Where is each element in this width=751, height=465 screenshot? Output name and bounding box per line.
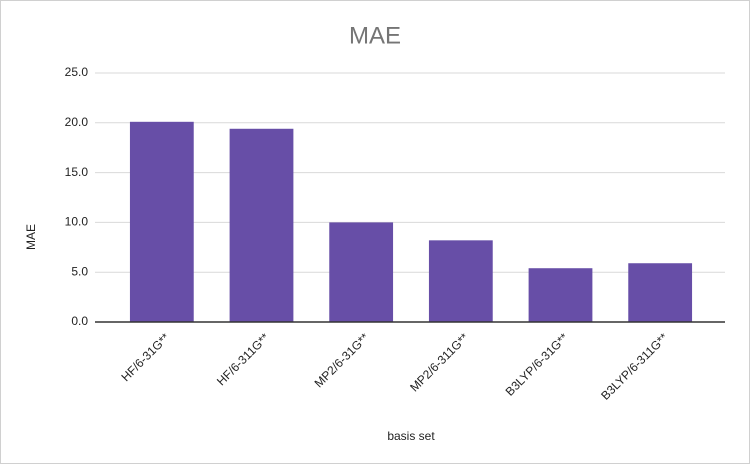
y-tick-label: 25.0 <box>65 65 89 79</box>
y-tick-label: 10.0 <box>65 215 89 229</box>
bar <box>229 128 294 322</box>
x-axis-label: basis set <box>387 429 435 443</box>
y-tick-label: 20.0 <box>65 115 89 129</box>
y-tick-label: 15.0 <box>65 165 89 179</box>
bar <box>129 121 194 322</box>
bar <box>628 263 693 322</box>
bar <box>329 222 394 322</box>
bar <box>528 268 593 322</box>
y-tick-label: 0.0 <box>71 314 88 328</box>
y-axis-label: MAE <box>24 224 38 250</box>
bar <box>428 240 493 322</box>
chart-title: MAE <box>349 22 401 49</box>
y-tick-label: 5.0 <box>71 264 88 278</box>
